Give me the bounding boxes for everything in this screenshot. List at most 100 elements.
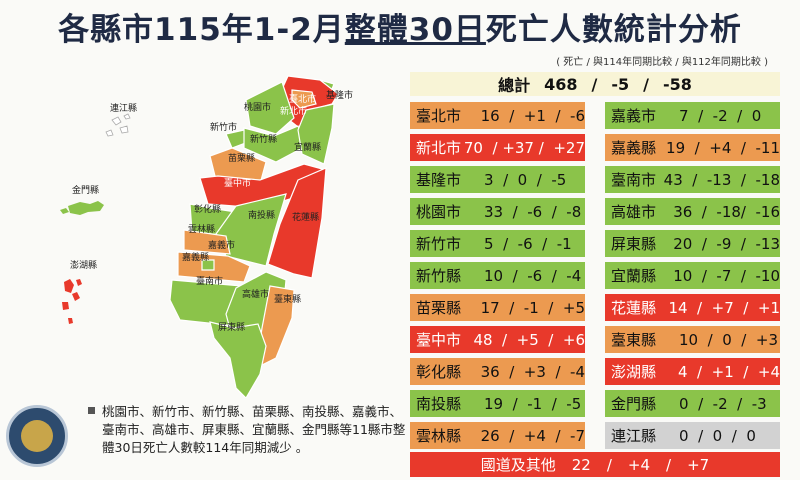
map-label-chiayi-city: 嘉義市 [208, 241, 236, 251]
county-row-right: 臺南市 43 / -13 / -18 [605, 166, 780, 193]
map-label-chiayi-county: 嘉義縣 [182, 253, 210, 263]
county-row-right: 澎湖縣 4 / +1 / +4 [605, 358, 780, 385]
map-label-new-taipei: 新北市 [280, 107, 308, 117]
map-label-miaoli: 苗栗縣 [228, 154, 256, 164]
title-part-1: 各縣市115年1-2月 [58, 12, 345, 48]
county-values: 36 / -18/ -16 [673, 202, 780, 221]
county-values: 17 / -1 / +5 [480, 298, 585, 317]
county-name: 高雄市 [611, 203, 657, 221]
county-row-right: 嘉義縣 19 / +4 / -11 [605, 134, 780, 161]
map-chiayi-city [201, 259, 215, 271]
bullet-square-icon [88, 407, 95, 414]
county-row-right: 嘉義市 7 / -2 / 0 [605, 102, 780, 129]
county-values: 43 / -13 / -18 [663, 170, 780, 189]
map-label-taipei: 臺北市 [289, 95, 317, 105]
county-name: 臺中市 [416, 331, 462, 349]
county-values: 5 / -6 / -1 [484, 234, 572, 253]
county-values: 33 / -6 / -8 [484, 202, 582, 221]
total-vs112: -58 [662, 74, 692, 94]
county-name: 桃園市 [416, 203, 462, 221]
map-label-yilan: 宜蘭縣 [294, 143, 322, 153]
county-name: 金門縣 [611, 395, 657, 413]
county-values: 10 / 0 / +3 [679, 330, 778, 349]
total-sep-2: / [643, 74, 649, 94]
county-name: 臺南市 [611, 171, 657, 189]
taiwan-map [60, 75, 339, 398]
county-name: 基隆市 [416, 171, 462, 189]
county-row-right: 臺東縣 10 / 0 / +3 [605, 326, 780, 353]
county-name: 南投縣 [416, 395, 462, 413]
map-label-keelung: 基隆市 [326, 91, 354, 101]
map-label-kinmen: 金門縣 [72, 186, 100, 196]
lianjiang-islands [105, 113, 131, 137]
map-label-taitung: 臺東縣 [274, 295, 302, 305]
map-label-kaohsiung: 高雄市 [242, 290, 270, 300]
highway-label: 國道及其他 [480, 456, 556, 474]
county-row-right: 花蓮縣 14 / +7 / +1 [605, 294, 780, 321]
county-values: 20 / -9 / -13 [673, 234, 780, 253]
map-label-lianjiang: 連江縣 [110, 104, 138, 114]
subtitle: ( 死亡 / 與114年同期比較 / 與112年同期比較 ) [556, 57, 768, 68]
county-values: 48 / +5 / +6 [473, 330, 585, 349]
map-label-yunlin: 雲林縣 [188, 225, 216, 235]
page-title: 各縣市115年1-2月整體30日死亡人數統計分析 [0, 4, 800, 49]
county-shapes [169, 75, 339, 398]
county-values: 70 / +37 / +27 [463, 138, 585, 157]
county-name: 嘉義縣 [611, 139, 657, 157]
county-row-left: 彰化縣 36 / +3 / -4 [410, 358, 585, 385]
county-values: 0 / 0 / 0 [679, 426, 756, 445]
county-name: 花蓮縣 [611, 299, 657, 317]
county-name: 屏東縣 [611, 235, 657, 253]
county-row-left: 雲林縣 26 / +4 / -7 [410, 422, 585, 449]
county-name: 苗栗縣 [416, 299, 462, 317]
county-values: 7 / -2 / 0 [679, 106, 762, 125]
county-row-left: 苗栗縣 17 / -1 / +5 [410, 294, 585, 321]
county-name: 臺東縣 [611, 331, 657, 349]
map-label-pingtung: 屏東縣 [218, 323, 246, 333]
map-yunlin [183, 229, 231, 255]
county-name: 新竹市 [416, 235, 462, 253]
map-label-nantou: 南投縣 [248, 211, 276, 221]
county-name: 連江縣 [611, 427, 657, 445]
county-row-left: 臺北市 16 / +1 / -6 [410, 102, 585, 129]
county-values: 14 / +7 / +1 [668, 298, 780, 317]
total-deaths: 468 [544, 74, 578, 94]
county-values: 19 / -1 / -5 [484, 394, 582, 413]
county-values: 3 / 0 / -5 [484, 170, 567, 189]
total-sep-1: / [591, 74, 598, 94]
map-label-hsinchu-city: 新竹市 [210, 123, 238, 133]
highway-vs114: +4 [627, 455, 651, 474]
summary-text: 桃園市、新竹市、新竹縣、苗栗縣、南投縣、嘉義市、臺南市、高雄市、屏東縣、宜蘭縣、… [102, 404, 406, 455]
emblem-center [21, 420, 53, 452]
map-label-changhua: 彰化縣 [194, 205, 222, 215]
map-label-penghu: 澎湖縣 [70, 261, 98, 271]
penghu-islands [62, 279, 82, 324]
highway-vs112: +7 [687, 455, 710, 474]
kinmen-islands [60, 201, 104, 215]
map-label-taoyuan: 桃園市 [244, 103, 272, 113]
county-values: 10 / -7 / -10 [673, 266, 780, 285]
county-values: 4 / +1 / +4 [677, 362, 780, 381]
county-name: 雲林縣 [416, 427, 462, 445]
highway-sep-1: / [606, 455, 612, 474]
county-row-left: 基隆市 3 / 0 / -5 [410, 166, 585, 193]
county-row-left: 新竹縣 10 / -6 / -4 [410, 262, 585, 289]
county-name: 彰化縣 [416, 363, 462, 381]
highway-deaths: 22 [571, 455, 591, 474]
county-name: 臺北市 [416, 107, 462, 125]
map-taipei [291, 89, 317, 109]
total-row: 總計 468 / -5 / -58 [410, 72, 780, 96]
map-label-hualien: 花蓮縣 [292, 213, 320, 223]
county-row-right: 宜蘭縣 10 / -7 / -10 [605, 262, 780, 289]
county-values: 19 / +4 / -11 [666, 138, 780, 157]
county-values: 10 / -6 / -4 [484, 266, 582, 285]
title-part-2: 死亡人數統計分析 [485, 12, 742, 48]
county-name: 新竹縣 [416, 267, 462, 285]
map-yilan [297, 103, 335, 165]
map-pingtung [209, 321, 267, 398]
county-row-left: 新竹市 5 / -6 / -1 [410, 230, 585, 257]
county-row-right: 金門縣 0 / -2 / -3 [605, 390, 780, 417]
county-name: 嘉義市 [611, 107, 657, 125]
map-label-taichung: 臺中市 [224, 179, 252, 189]
county-values: 36 / +3 / -4 [480, 362, 585, 381]
